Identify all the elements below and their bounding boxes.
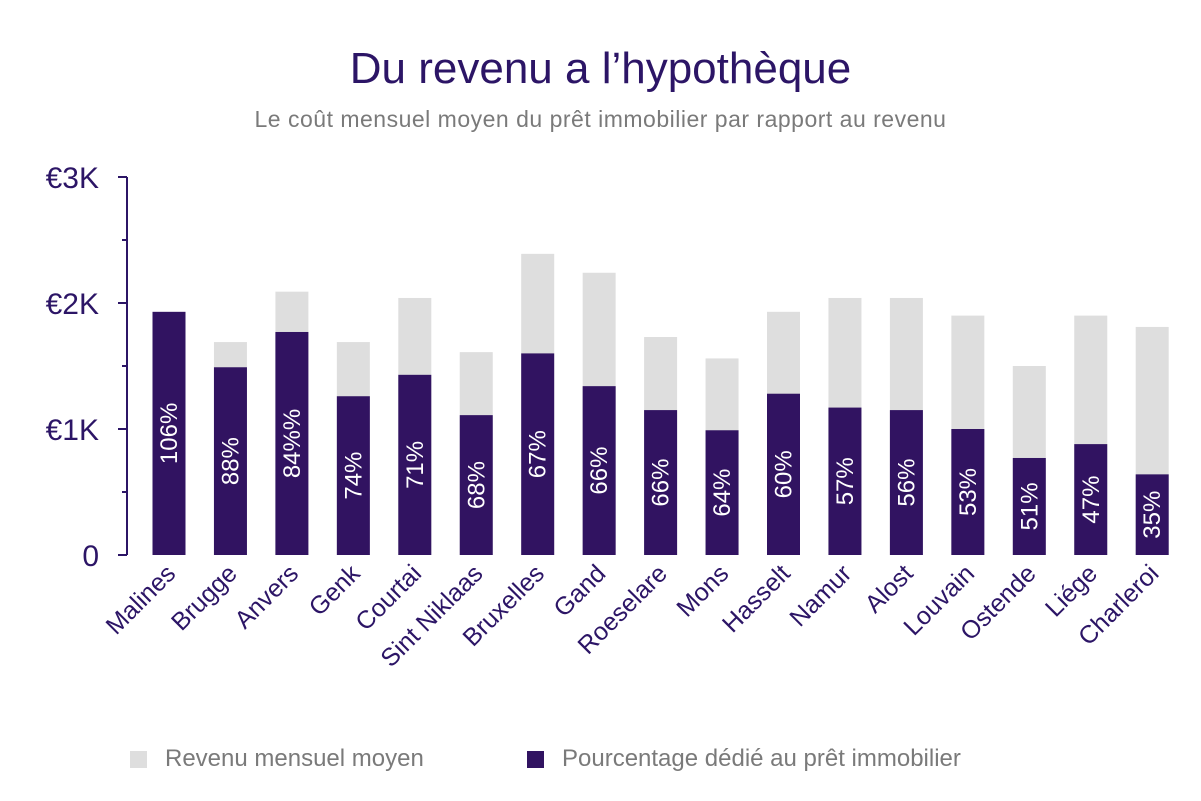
bar-mortgage xyxy=(889,410,923,555)
bar-mortgage xyxy=(336,396,370,555)
chart-subtitle: Le coût mensuel moyen du prêt immobilier… xyxy=(254,106,947,132)
bar-mortgage xyxy=(1135,474,1169,555)
y-tick-label: €2K xyxy=(46,288,99,321)
data-label: 71% xyxy=(402,441,429,489)
bar-mortgage xyxy=(152,311,186,555)
bar-mortgage xyxy=(1074,444,1108,555)
data-label: 88% xyxy=(217,437,244,485)
x-tick-label: Malines xyxy=(101,559,182,640)
data-label: 35% xyxy=(1139,491,1166,539)
data-label: 68% xyxy=(463,461,490,509)
bar-mortgage xyxy=(1012,457,1046,555)
legend-label-income: Revenu mensuel moyen xyxy=(165,745,424,772)
legend-item-income: Revenu mensuel moyen xyxy=(130,745,424,773)
data-label: 66% xyxy=(586,447,613,495)
bar-mortgage xyxy=(521,353,555,555)
legend-swatch-income xyxy=(130,750,147,768)
y-tick-label: 0 xyxy=(82,540,99,573)
legend-swatch-mortgage xyxy=(527,750,544,768)
bar-mortgage xyxy=(951,429,985,555)
data-label: 51% xyxy=(1016,482,1043,530)
data-label: 56% xyxy=(893,459,920,507)
bar-mortgage xyxy=(582,386,616,555)
bar-mortgage xyxy=(398,374,432,555)
x-tick-label: Hasselt xyxy=(717,559,796,638)
bar-mortgage xyxy=(213,367,247,555)
data-label: 66% xyxy=(648,459,675,507)
data-label: 53% xyxy=(955,468,982,516)
data-label: 84%% xyxy=(279,409,306,478)
y-tick-label: €1K xyxy=(46,414,99,447)
bar-mortgage xyxy=(767,393,800,555)
bar-mortgage xyxy=(275,331,309,555)
data-label: 64% xyxy=(709,469,736,517)
legend-label-mortgage: Pourcentage dédié au prêt immobilier xyxy=(562,745,961,772)
data-label: 106% xyxy=(156,403,183,464)
x-tick-label: Brugge xyxy=(166,559,243,636)
chart-title: Du revenu a l’hypothèque xyxy=(349,44,852,93)
x-tick-label: Namur xyxy=(784,559,857,632)
x-tick-label: Anvers xyxy=(229,559,304,634)
data-label: 57% xyxy=(832,457,859,505)
data-label: 60% xyxy=(771,450,798,498)
bar-mortgage xyxy=(459,415,493,555)
bar-mortgage xyxy=(705,430,739,555)
data-label: 74% xyxy=(340,452,367,500)
data-label: 67% xyxy=(525,430,552,478)
bar-mortgage xyxy=(828,407,862,555)
y-tick-label: €3K xyxy=(46,162,99,195)
data-label: 47% xyxy=(1078,476,1105,524)
legend-item-mortgage: Pourcentage dédié au prêt immobilier xyxy=(527,745,961,773)
bar-mortgage xyxy=(644,410,678,555)
